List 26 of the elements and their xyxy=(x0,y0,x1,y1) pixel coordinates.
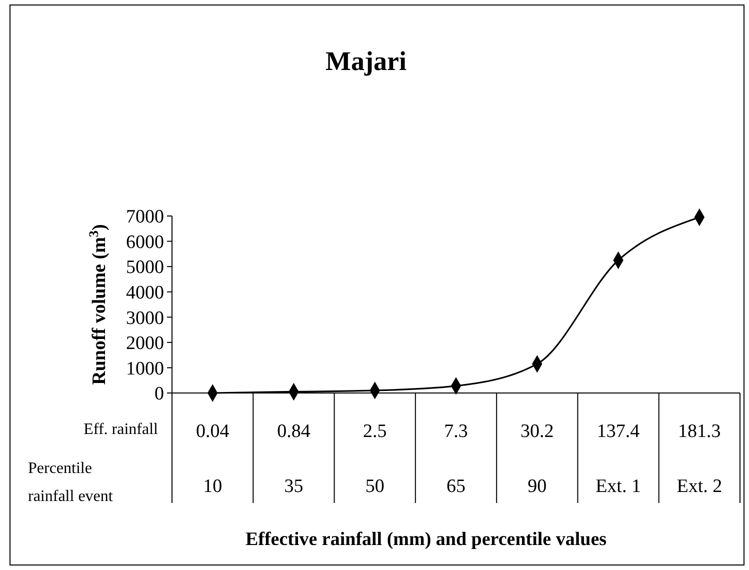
text: 90 xyxy=(528,476,547,497)
x-axis-title: Effective rainfall (mm) and percentile values xyxy=(245,529,607,550)
chart-title: Majari xyxy=(326,46,407,76)
text: Eff. rainfall xyxy=(84,421,159,438)
x-tick-label: 0.84 xyxy=(277,421,311,442)
y-tick-label: 3000 xyxy=(126,308,164,329)
text: 50 xyxy=(365,476,384,497)
y-tick-label: 5000 xyxy=(126,257,164,278)
x-tick-label: 7.3 xyxy=(444,421,468,442)
text: Ext. 2 xyxy=(676,476,722,497)
text: 10 xyxy=(203,476,222,497)
x-tick-label: 137.4 xyxy=(596,421,640,442)
x-tick-label: 0.04 xyxy=(196,421,230,442)
y-tick-label: 0 xyxy=(154,384,164,405)
text: 65 xyxy=(446,476,466,497)
y-tick-label: 4000 xyxy=(126,282,164,304)
y-tick-label: 2000 xyxy=(126,333,164,354)
text: 35 xyxy=(284,476,304,497)
x-tick-label: 30.2 xyxy=(520,421,554,442)
text: Ext. 1 xyxy=(596,476,641,497)
x-tick-label: 2.5 xyxy=(362,421,387,442)
y-tick-label: 7000 xyxy=(126,206,164,228)
text: Percentile rainfall event xyxy=(28,460,114,505)
y-tick-label: 1000 xyxy=(126,358,164,380)
y-tick-label: 6000 xyxy=(126,232,164,253)
x-tick-label: 181.3 xyxy=(678,421,721,442)
